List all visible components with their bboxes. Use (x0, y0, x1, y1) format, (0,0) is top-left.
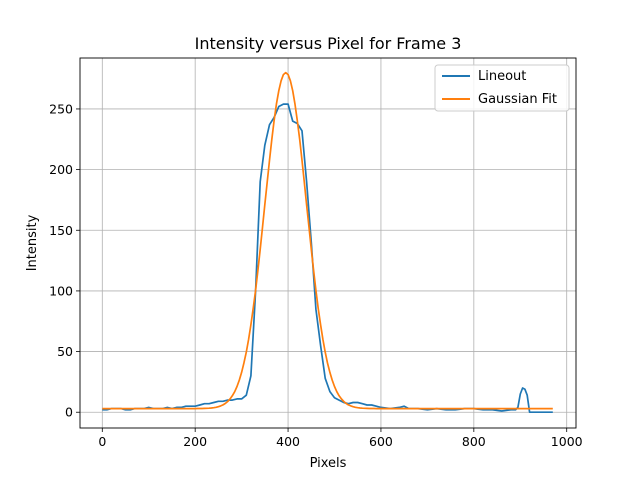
x-axis-label: Pixels (310, 456, 347, 471)
y-tick-label: 200 (49, 162, 73, 177)
axis-ticks: 0 200 400 600 800 1000 0 50 100 150 200 250 (49, 101, 583, 449)
legend: Lineout Gaussian Fit (434, 64, 570, 112)
x-tick-label: 600 (369, 434, 393, 449)
y-tick-label: 150 (49, 223, 73, 238)
x-tick-label: 800 (462, 434, 486, 449)
legend-label-lineout: Lineout (478, 69, 526, 84)
chart-title: Intensity versus Pixel for Frame 3 (195, 34, 462, 53)
legend-label-gaussian-fit: Gaussian Fit (478, 92, 557, 107)
plot-frame (79, 57, 577, 429)
plot-series (102, 71, 553, 414)
y-axis-label: Intensity (25, 214, 40, 271)
y-tick-label: 100 (49, 283, 73, 298)
x-tick-label: 0 (98, 434, 106, 449)
y-tick-label: 50 (57, 344, 73, 359)
x-tick-label: 400 (276, 434, 300, 449)
y-tick-label: 0 (65, 405, 73, 420)
series-line-gaussian-fit (102, 71, 553, 410)
grid (80, 58, 576, 428)
y-tick-label: 250 (49, 101, 73, 116)
x-tick-label: 200 (183, 434, 207, 449)
x-tick-label: 1000 (551, 434, 583, 449)
